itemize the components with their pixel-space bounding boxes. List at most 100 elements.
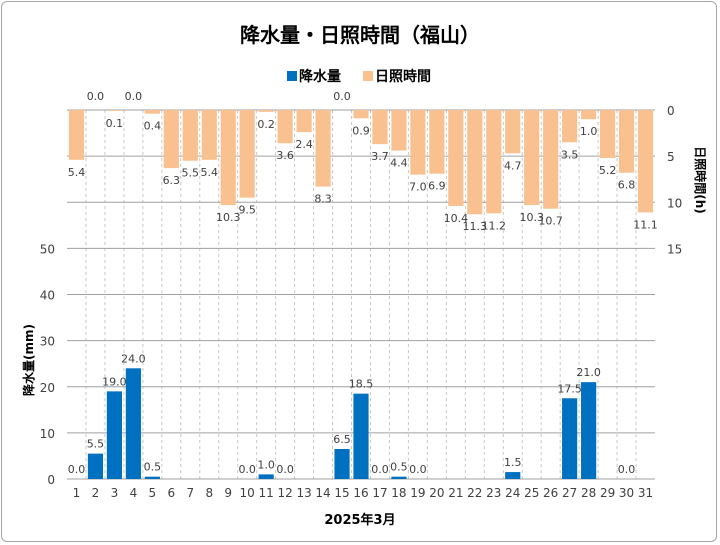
- sunshine-bar: [315, 110, 331, 187]
- rain-data-label: 0.0: [238, 463, 256, 476]
- x-tick-label: 10: [240, 486, 255, 500]
- x-tick-label: 2: [92, 486, 100, 500]
- rain-data-label: 17.5: [557, 382, 582, 395]
- x-tick-label: 22: [467, 486, 482, 500]
- sunshine-bar: [144, 110, 160, 114]
- sunshine-bar: [106, 110, 123, 111]
- sunshine-bar: [220, 110, 236, 206]
- rain-data-label: 0.0: [618, 463, 636, 476]
- sunshine-bar: [429, 110, 445, 174]
- rain-data-label: 5.5: [87, 438, 105, 451]
- sunshine-bar: [618, 110, 635, 173]
- sunshine-bar: [296, 110, 312, 133]
- sunshine-data-label: 4.4: [390, 157, 408, 170]
- x-tick-label: 1: [73, 486, 81, 500]
- y2-tick-label: 5: [667, 150, 675, 164]
- sunshine-bar: [599, 110, 616, 158]
- x-tick-label: 16: [353, 486, 368, 500]
- sunshine-data-label: 3.5: [561, 148, 579, 161]
- y-axis-title: 降水量(mm): [21, 324, 36, 396]
- rain-data-label: 0.0: [409, 463, 427, 476]
- sunshine-data-label: 10.7: [538, 215, 563, 228]
- legend-label-sunshine: 日照時間: [375, 68, 431, 85]
- x-tick-label: 31: [638, 486, 653, 500]
- x-tick-label: 29: [600, 486, 615, 500]
- sunshine-data-label: 0.9: [352, 124, 370, 137]
- sunshine-bar: [543, 110, 559, 209]
- rain-bar: [144, 476, 160, 479]
- rain-data-label: 1.0: [257, 458, 275, 471]
- y2-axis-title: 日照時間(h): [693, 146, 708, 214]
- y-tick-label: 30: [40, 335, 55, 349]
- x-tick-label: 7: [186, 486, 194, 500]
- x-tick-label: 13: [296, 486, 311, 500]
- sunshine-bar: [581, 110, 597, 120]
- x-tick-label: 23: [486, 486, 501, 500]
- legend-swatch-rain: [287, 71, 297, 81]
- x-tick-label: 21: [448, 486, 463, 500]
- x-tick-label: 18: [391, 486, 406, 500]
- x-tick-label: 14: [315, 486, 330, 500]
- chart-title: 降水量・日照時間（福山）: [240, 23, 480, 47]
- sunshine-bar: [163, 110, 179, 169]
- x-tick-label: 26: [543, 486, 558, 500]
- sunshine-data-label: 0.0: [87, 90, 105, 103]
- rain-bar: [505, 472, 521, 479]
- rain-bar: [125, 368, 141, 479]
- legend-label-rain: 降水量: [299, 68, 341, 85]
- y-tick-label: 50: [40, 242, 55, 256]
- rain-data-label: 0.5: [144, 461, 162, 474]
- rain-bar: [106, 391, 123, 479]
- sunshine-data-label: 5.2: [599, 164, 617, 177]
- sunshine-bar: [448, 110, 464, 206]
- x-tick-label: 3: [111, 486, 119, 500]
- sunshine-data-label: 6.8: [618, 179, 636, 192]
- sunshine-data-label: 5.5: [182, 167, 200, 180]
- x-tick-label: 25: [524, 486, 539, 500]
- sunshine-data-label: 11.2: [482, 219, 507, 232]
- rain-bar: [391, 476, 407, 479]
- x-tick-label: 15: [334, 486, 349, 500]
- y-tick-label: 0: [47, 473, 55, 487]
- sunshine-bar: [353, 110, 369, 119]
- x-tick-label: 19: [410, 486, 425, 500]
- x-tick-label: 24: [505, 486, 520, 500]
- rain-bar: [562, 398, 578, 479]
- sunshine-bar: [258, 110, 274, 112]
- sunshine-data-label: 7.0: [409, 181, 427, 194]
- sunshine-data-label: 11.1: [633, 218, 658, 231]
- rain-bar: [87, 453, 104, 479]
- rain-data-label: 24.0: [121, 352, 146, 365]
- sunshine-bar: [505, 110, 521, 154]
- sunshine-data-label: 2.4: [295, 138, 313, 151]
- sunshine-data-label: 11.3: [463, 220, 488, 233]
- x-tick-label: 9: [224, 486, 232, 500]
- y-tick-label: 10: [40, 427, 55, 441]
- sunshine-data-label: 10.3: [519, 211, 544, 224]
- x-tick-label: 20: [429, 486, 444, 500]
- rain-bar: [258, 474, 274, 479]
- sunshine-bar: [391, 110, 407, 151]
- sunshine-bar: [68, 110, 85, 160]
- sunshine-bar: [524, 110, 540, 206]
- y2-tick-label: 0: [667, 104, 675, 118]
- legend-swatch-sunshine: [363, 71, 373, 81]
- rain-bar: [581, 382, 597, 479]
- sunshine-bar: [562, 110, 578, 143]
- y2-tick-label: 10: [667, 196, 682, 210]
- sunshine-data-label: 9.5: [238, 204, 256, 217]
- y2-tick-label: 15: [667, 242, 682, 256]
- sunshine-data-label: 0.2: [257, 118, 275, 131]
- rain-data-label: 0.0: [371, 463, 389, 476]
- x-axis-title: 2025年3月: [324, 512, 395, 528]
- x-tick-label: 30: [619, 486, 634, 500]
- rain-bar: [353, 393, 369, 479]
- sunshine-bar: [182, 110, 198, 161]
- sunshine-bar: [372, 110, 388, 145]
- rain-data-label: 0.0: [68, 463, 86, 476]
- sunshine-data-label: 5.4: [201, 166, 219, 179]
- rain-data-label: 0.0: [276, 463, 294, 476]
- sunshine-data-label: 6.9: [428, 180, 446, 193]
